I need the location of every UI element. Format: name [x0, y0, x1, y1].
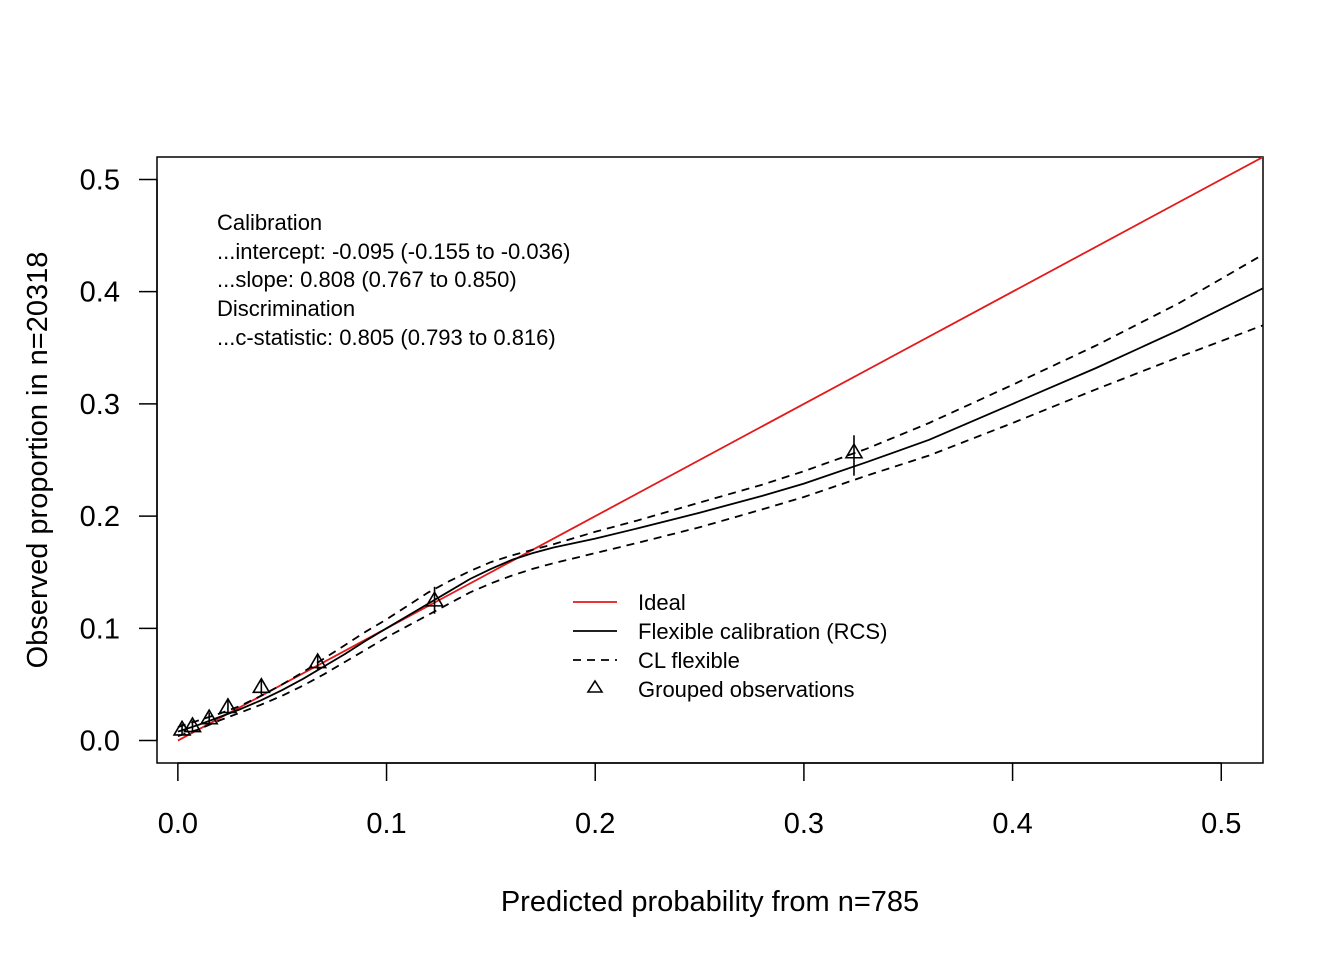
annotation-discrimination-heading: Discrimination — [217, 296, 355, 321]
y-tick-label: 0.5 — [80, 164, 120, 196]
legend-label-flexible-calibration: Flexible calibration (RCS) — [638, 619, 887, 644]
x-tick-label: 0.2 — [575, 808, 615, 840]
series-layer — [177, 157, 1263, 742]
flexible-calibration-line — [177, 287, 1263, 733]
annotation-c-statistic: ...c-statistic: 0.805 (0.793 to 0.816) — [217, 325, 556, 350]
y-axis: 0.0 0.1 0.2 0.3 0.4 0.5 — [80, 164, 158, 758]
x-axis-title: Predicted probability from n=785 — [501, 886, 919, 918]
y-tick-label: 0.3 — [80, 389, 120, 421]
y-tick-label: 0.4 — [80, 277, 120, 309]
x-tick-label: 0.0 — [158, 808, 198, 840]
grouped-observation-marker — [425, 590, 444, 607]
y-tick-label: 0.0 — [80, 726, 120, 758]
x-tick-label: 0.5 — [1201, 808, 1241, 840]
grouped-observation-marker — [251, 677, 271, 694]
y-tick-label: 0.1 — [80, 613, 120, 645]
legend-key-grouped-observations — [586, 679, 604, 693]
legend-label-ideal: Ideal — [638, 590, 686, 615]
legend: Ideal Flexible calibration (RCS) CL flex… — [573, 590, 887, 702]
cl-flexible-upper-line — [177, 253, 1263, 728]
ideal-line — [177, 157, 1263, 742]
y-tick-label: 0.2 — [80, 501, 120, 533]
x-tick-label: 0.3 — [784, 808, 824, 840]
x-axis: 0.0 0.1 0.2 0.3 0.4 0.5 — [158, 762, 1241, 840]
cl-flexible-lower-line — [177, 324, 1263, 737]
x-tick-label: 0.4 — [992, 808, 1032, 840]
grouped-observation-marker — [218, 697, 238, 714]
grouped-observation-marker — [844, 442, 864, 459]
grouped-observation-marker — [183, 716, 202, 733]
legend-label-cl-flexible: CL flexible — [638, 648, 740, 673]
grouped-observations-layer — [172, 435, 864, 736]
annotation-intercept: ...intercept: -0.095 (-0.155 to -0.036) — [217, 239, 570, 264]
grouped-observation-marker — [308, 652, 328, 669]
annotation-slope: ...slope: 0.808 (0.767 to 0.850) — [217, 267, 517, 292]
annotation-block: Calibration ...intercept: -0.095 (-0.155… — [217, 210, 570, 350]
y-axis-title: Observed proportion in n=20318 — [22, 252, 54, 669]
annotation-calibration-heading: Calibration — [217, 210, 322, 235]
x-tick-label: 0.1 — [366, 808, 406, 840]
grouped-observation-marker — [199, 708, 219, 725]
legend-label-grouped-observations: Grouped observations — [638, 677, 854, 702]
